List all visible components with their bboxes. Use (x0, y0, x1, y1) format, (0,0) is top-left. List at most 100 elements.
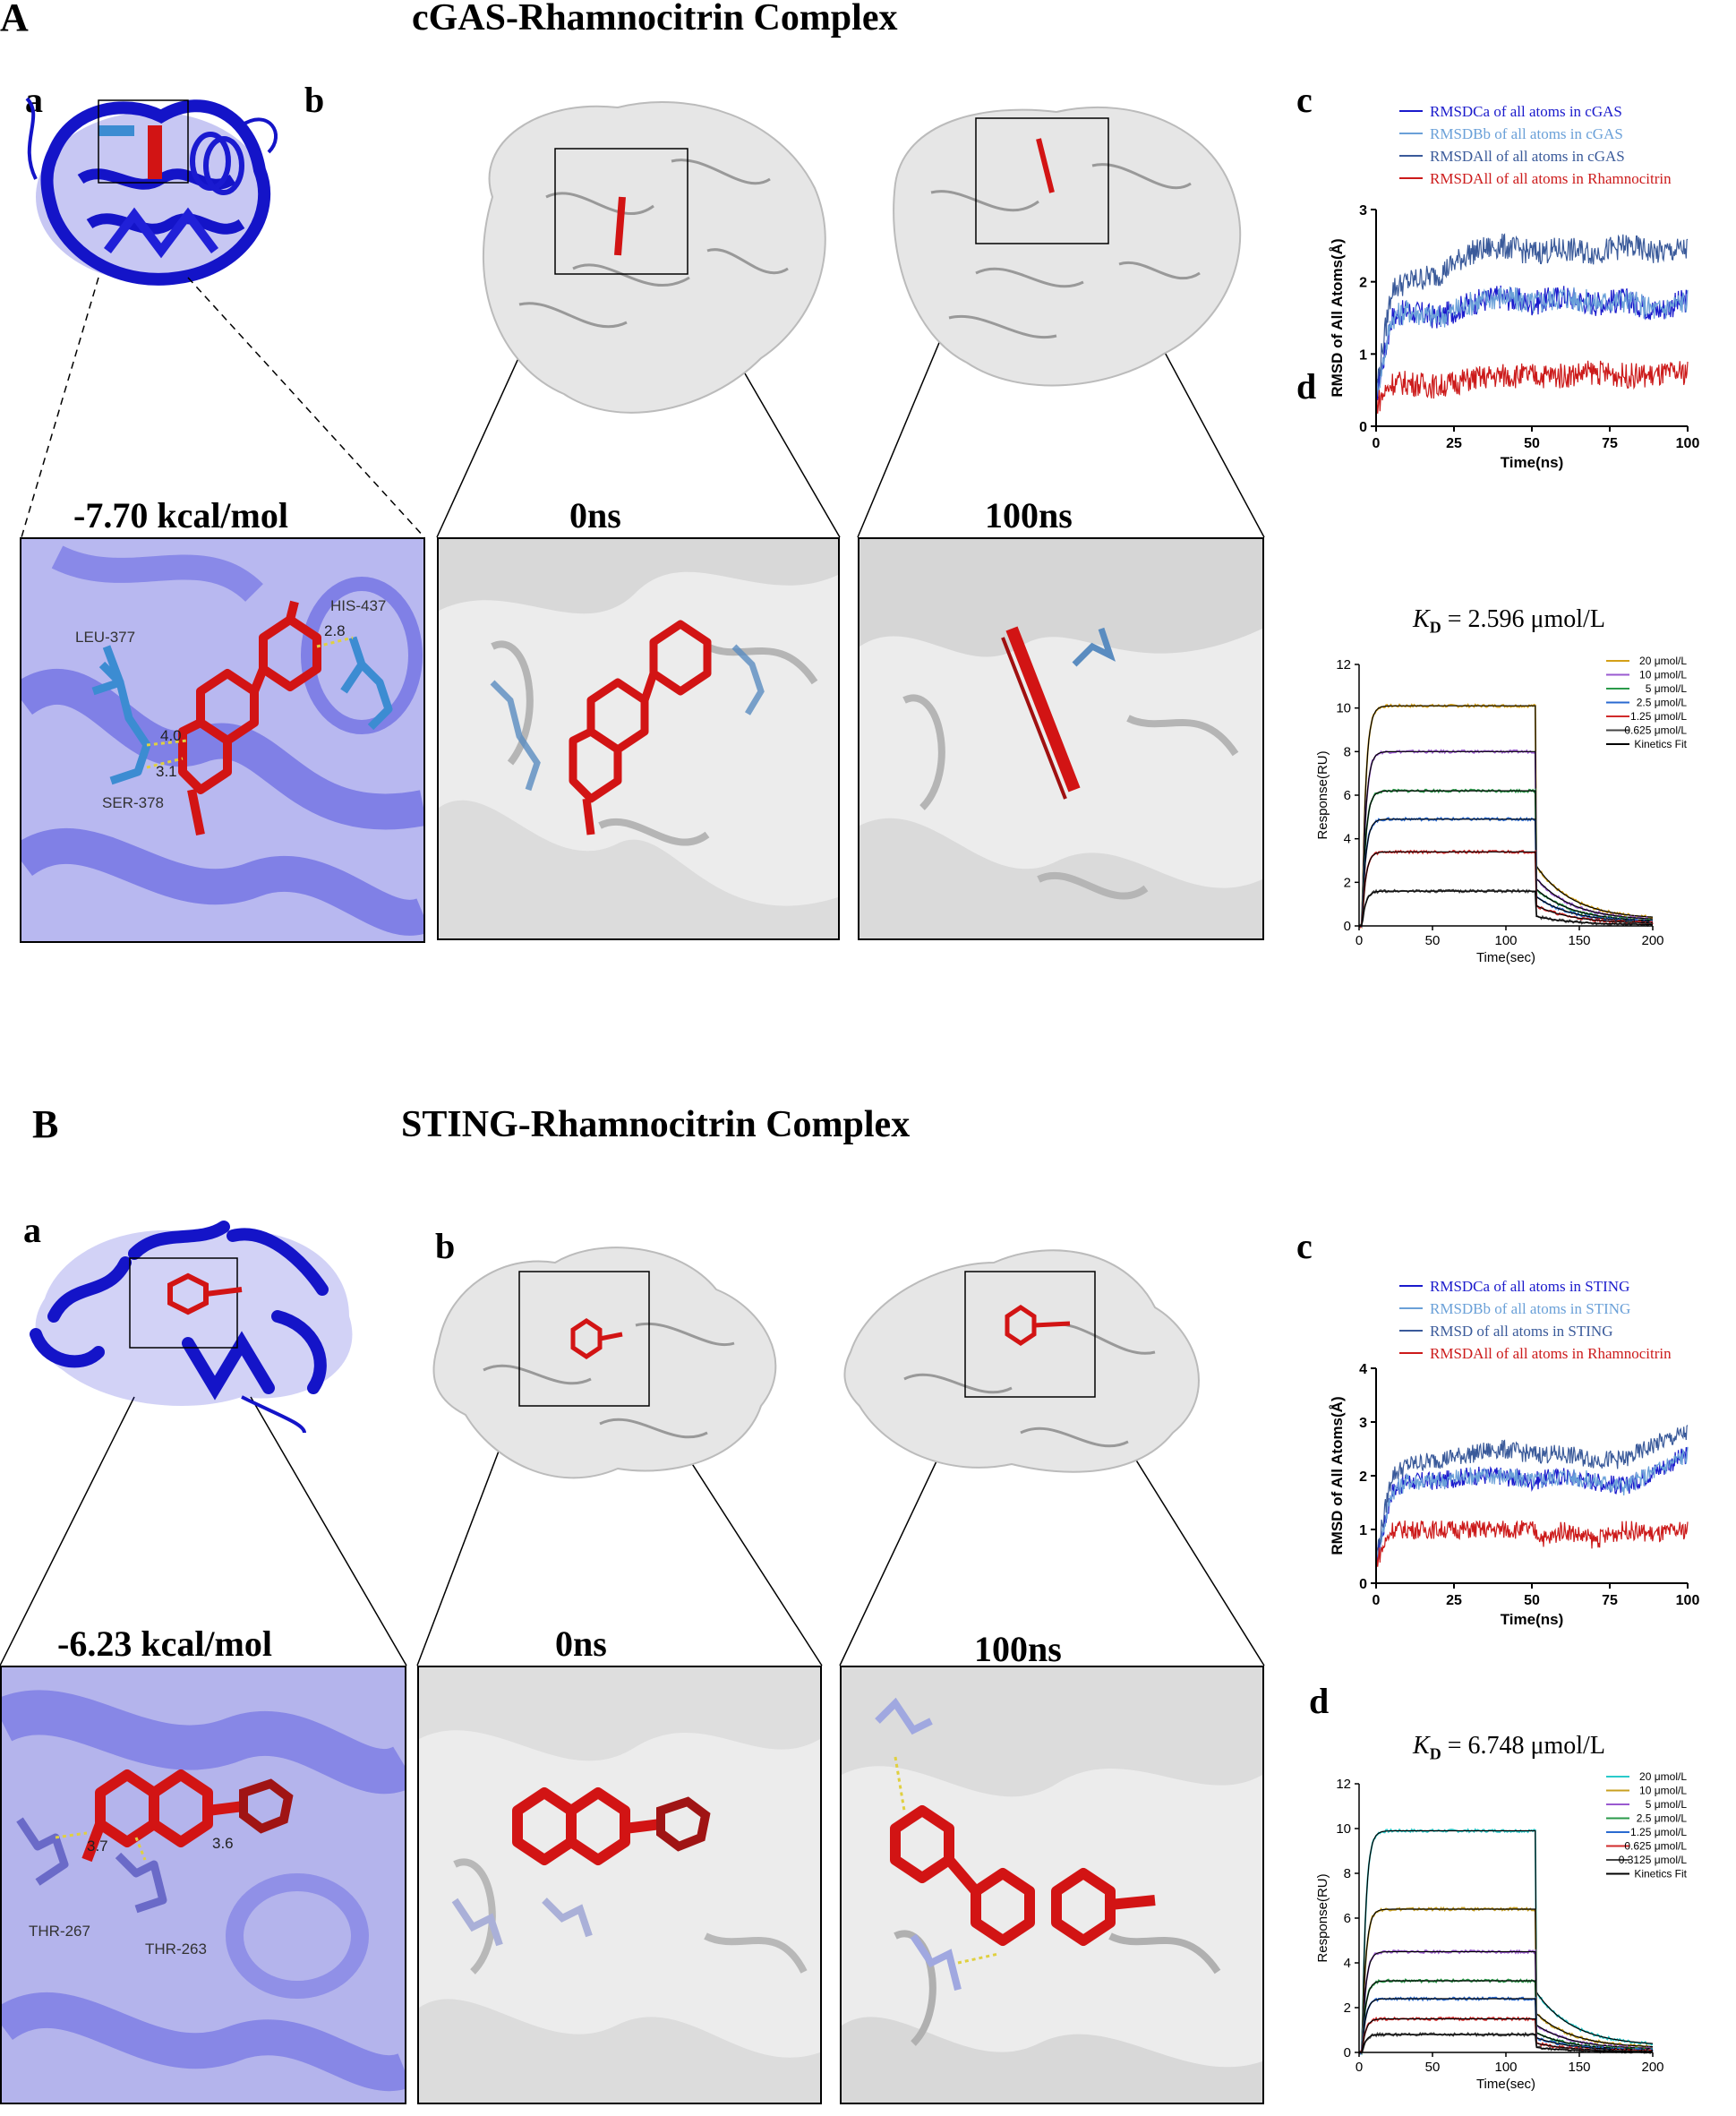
legend-label: 10 μmol/L (1639, 1785, 1687, 1797)
x-tick-label: 25 (1446, 1593, 1462, 1608)
x-tick-label: 100 (1494, 933, 1517, 948)
legend-label: 2.5 μmol/L (1637, 697, 1688, 709)
cgas-zoom-box (98, 99, 189, 184)
cgas-spr-chart: 0 50 100 150 200 0 2 4 6 8 10 12 Time(sec) Response(R… (1315, 655, 1688, 965)
panel-a-sub-c: c (1296, 80, 1313, 120)
x-tick-label: 100 (1676, 1593, 1700, 1608)
x-tick-label: 50 (1524, 1593, 1540, 1608)
legend-label: RMSDAll of all atoms in Rhamnocitrin (1430, 1345, 1672, 1362)
series-line (1375, 233, 1689, 394)
kinetics-fit-line (1359, 750, 1654, 927)
series-line (1375, 1446, 1689, 1569)
legend-label: 5 μmol/L (1646, 682, 1688, 695)
legend-label: 1.25 μmol/L (1630, 710, 1687, 723)
x-tick-label: 0 (1373, 436, 1381, 451)
legend-label: RMSDAll of all atoms in Rhamnocitrin (1430, 170, 1672, 187)
panel-b-sub-d: d (1309, 1681, 1330, 1721)
legend-label: 0.625 μmol/L (1624, 1840, 1687, 1853)
kinetics-fit-line (1359, 1908, 1654, 2053)
distance-label: 4.0 (160, 727, 182, 744)
kd-subscript: D (1429, 1744, 1441, 1763)
y-tick-label: 0 (1344, 919, 1351, 934)
sting-rmsd-chart: RMSDCa of all atoms in STING RMSDBb of al… (1329, 1278, 1700, 1628)
legend-label: 20 μmol/L (1639, 655, 1687, 667)
legend-label: 20 μmol/L (1639, 1770, 1687, 1783)
legend-label: 5 μmol/L (1646, 1798, 1688, 1811)
x-tick-label: 25 (1446, 436, 1462, 451)
y-tick-label: 2 (1344, 875, 1351, 890)
kd-symbol: K (1413, 1732, 1430, 1760)
sensorgram-line (1358, 749, 1654, 929)
distance-label: 3.1 (156, 763, 177, 780)
kinetics-fit-line (1359, 818, 1653, 927)
y-axis-label: RMSD of All Atoms(Å) (1329, 1396, 1346, 1555)
kinetics-fit-line (1359, 705, 1654, 927)
kd-subscript: D (1429, 618, 1441, 637)
kinetics-fit-line (1359, 1829, 1654, 2053)
x-tick-label: 50 (1425, 2060, 1441, 2075)
cgas-binding-energy: -7.70 kcal/mol (73, 495, 288, 535)
y-tick-label: 3 (1359, 1416, 1367, 1431)
y-tick-label: 6 (1344, 1911, 1351, 1926)
residue-label: HIS-437 (330, 597, 386, 614)
cgas-protein-cartoon (25, 97, 278, 286)
sting-surface-0ns (432, 1246, 777, 1479)
sensorgram-line (1358, 888, 1654, 928)
sting-time-100ns: 100ns (974, 1629, 1062, 1669)
y-tick-label: 0 (1359, 420, 1367, 435)
x-tick-label: 200 (1641, 2060, 1663, 2075)
sting-docking-zoom: THR-267 THR-263 3.7 3.6 (0, 1666, 406, 2104)
kinetics-fit-line (1359, 2017, 1653, 2053)
cgas-surface-100ns (893, 106, 1242, 387)
y-tick-label: 0 (1359, 1577, 1367, 1592)
y-tick-label: 0 (1344, 2045, 1351, 2060)
legend-label: 10 μmol/L (1639, 669, 1687, 681)
kinetics-fit-line (1359, 1950, 1654, 2053)
y-tick-label: 1 (1359, 1523, 1367, 1538)
y-tick-label: 12 (1336, 1777, 1351, 1792)
y-tick-label: 10 (1336, 701, 1351, 716)
y-tick-label: 2 (1344, 2000, 1351, 2016)
series-line (1375, 360, 1689, 414)
series-line (1375, 1425, 1689, 1559)
cgas-rmsd-chart: RMSDCa of all atoms in cGAS RMSDBb of all… (1329, 103, 1700, 471)
sting-md-zoom-100ns (840, 1666, 1264, 2104)
sting-protein-cartoon (30, 1221, 353, 1433)
y-tick-label: 8 (1344, 744, 1351, 759)
distance-label: 3.7 (87, 1838, 108, 1855)
y-tick-label: 4 (1344, 1956, 1351, 1971)
distance-label: 2.8 (324, 622, 346, 639)
panel-b-sub-b: b (435, 1226, 456, 1266)
kd-value: = 6.748 μmol/L (1447, 1732, 1605, 1760)
x-tick-label: 200 (1641, 933, 1663, 948)
panel-b-sub-a: a (23, 1210, 41, 1250)
y-tick-label: 2 (1359, 276, 1367, 291)
kinetics-fit-line (1359, 1998, 1653, 2053)
y-tick-label: 2 (1359, 1469, 1367, 1485)
y-tick-label: 4 (1359, 1362, 1367, 1377)
cgas-kd: KD = 2.596 μmol/L (1413, 605, 1605, 638)
legend-label: 2.5 μmol/L (1637, 1812, 1688, 1825)
sting-surface-100ns (843, 1249, 1200, 1473)
sting-spr-chart: 0 50 100 150 200 0 2 4 6 8 10 12 Time(sec) Response(R… (1315, 1770, 1688, 2092)
x-axis-label: Time(sec) (1476, 950, 1535, 965)
sensorgram-line (1358, 788, 1654, 928)
legend-label: RMSDCa of all atoms in cGAS (1430, 103, 1622, 120)
panel-b-sub-c: c (1296, 1226, 1313, 1266)
cgas-time-100ns: 100ns (985, 495, 1073, 535)
kd-symbol: K (1413, 605, 1430, 633)
sting-binding-energy: -6.23 kcal/mol (57, 1623, 272, 1664)
x-tick-label: 0 (1355, 933, 1363, 948)
sting-time-0ns: 0ns (555, 1623, 607, 1664)
y-tick-label: 1 (1359, 347, 1367, 363)
y-tick-label: 10 (1336, 1821, 1351, 1837)
cgas-docking-zoom: LEU-377 HIS-437 SER-378 4.0 3.1 2.8 (20, 537, 425, 943)
kinetics-fit-line (1359, 851, 1654, 927)
residue-label: THR-267 (29, 1923, 90, 1940)
y-axis-label: Response(RU) (1315, 750, 1330, 839)
kinetics-fit-line (1359, 1980, 1653, 2053)
panel-b-letter: B (32, 1102, 59, 1146)
y-tick-label: 8 (1344, 1866, 1351, 1881)
x-tick-label: 100 (1676, 436, 1700, 451)
cgas-surface-0ns (482, 101, 826, 414)
